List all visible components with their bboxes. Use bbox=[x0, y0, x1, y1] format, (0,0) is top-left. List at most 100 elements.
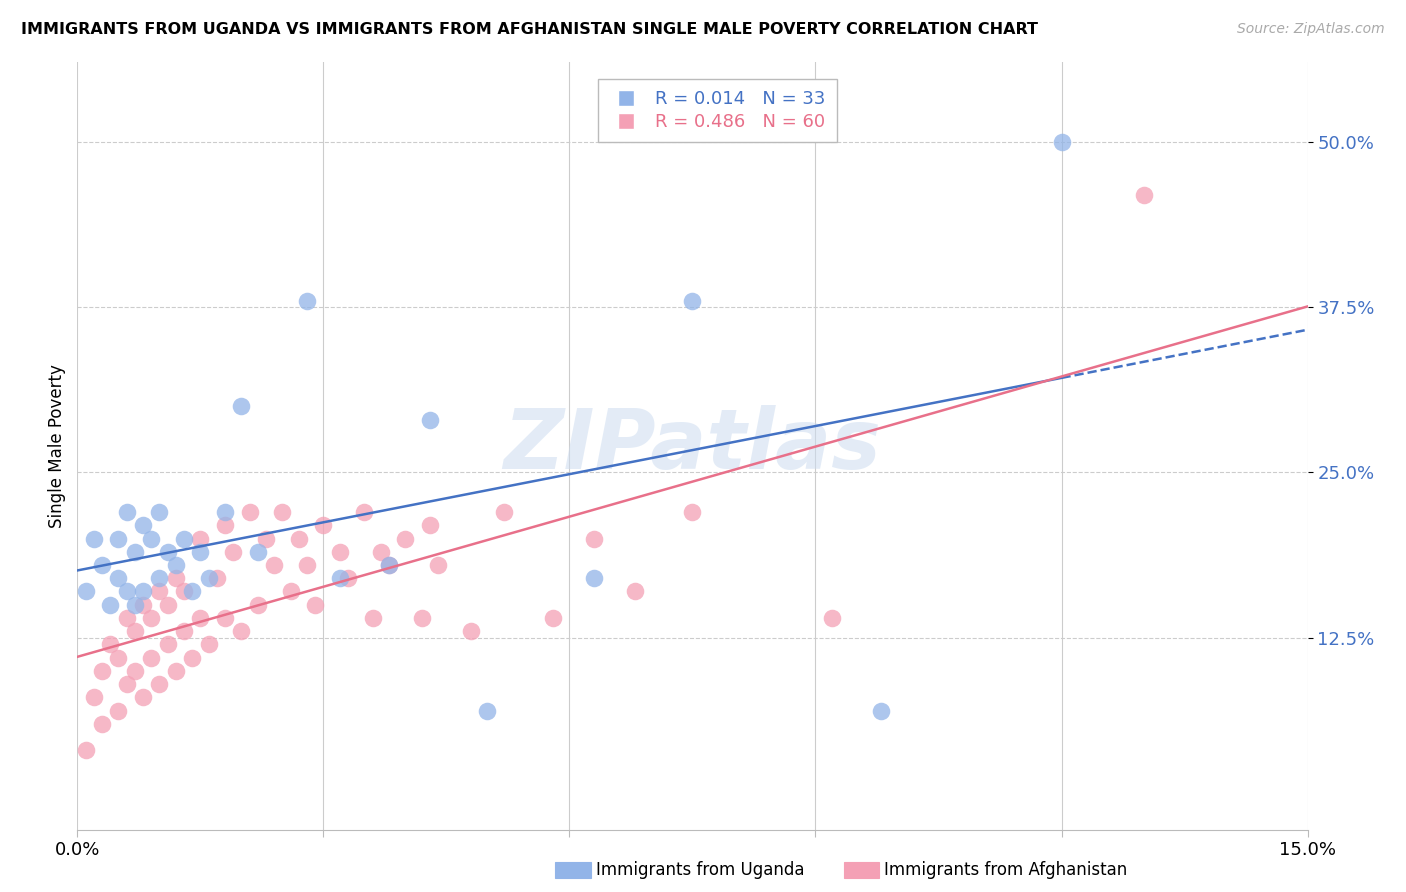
Point bbox=[361, 611, 384, 625]
Point bbox=[115, 584, 138, 599]
Point bbox=[214, 518, 236, 533]
Point bbox=[492, 505, 515, 519]
Point bbox=[173, 532, 195, 546]
Point bbox=[173, 584, 195, 599]
Point bbox=[181, 584, 204, 599]
Point bbox=[1050, 135, 1073, 149]
Legend: R = 0.014   N = 33, R = 0.486   N = 60: R = 0.014 N = 33, R = 0.486 N = 60 bbox=[598, 79, 837, 142]
Point bbox=[312, 518, 335, 533]
Point bbox=[124, 664, 146, 678]
Point bbox=[141, 611, 163, 625]
Point bbox=[246, 598, 269, 612]
Point bbox=[682, 505, 704, 519]
Point bbox=[115, 611, 138, 625]
Point bbox=[214, 611, 236, 625]
Point bbox=[173, 624, 195, 639]
Point bbox=[329, 571, 352, 585]
Point bbox=[394, 532, 416, 546]
Point bbox=[353, 505, 375, 519]
Point bbox=[583, 532, 606, 546]
Point bbox=[107, 650, 129, 665]
Point bbox=[156, 598, 179, 612]
Point bbox=[427, 558, 450, 572]
Point bbox=[411, 611, 433, 625]
Point bbox=[148, 505, 170, 519]
Text: IMMIGRANTS FROM UGANDA VS IMMIGRANTS FROM AFGHANISTAN SINGLE MALE POVERTY CORREL: IMMIGRANTS FROM UGANDA VS IMMIGRANTS FRO… bbox=[21, 22, 1038, 37]
Point bbox=[214, 505, 236, 519]
Point bbox=[156, 637, 179, 651]
Point bbox=[115, 505, 138, 519]
Point bbox=[98, 598, 121, 612]
Point bbox=[90, 558, 114, 572]
Point bbox=[141, 532, 163, 546]
Point bbox=[90, 664, 114, 678]
Point bbox=[254, 532, 277, 546]
Point bbox=[304, 598, 326, 612]
Point bbox=[75, 584, 97, 599]
Point bbox=[280, 584, 302, 599]
Point bbox=[124, 624, 146, 639]
Point bbox=[460, 624, 482, 639]
Point bbox=[378, 558, 401, 572]
Point bbox=[107, 532, 129, 546]
Point bbox=[231, 624, 253, 639]
Point bbox=[132, 690, 155, 705]
Point bbox=[295, 293, 318, 308]
Text: ZIPatlas: ZIPatlas bbox=[503, 406, 882, 486]
Point bbox=[246, 545, 269, 559]
Point bbox=[107, 704, 129, 718]
Point bbox=[188, 611, 212, 625]
Point bbox=[165, 571, 187, 585]
Point bbox=[477, 704, 499, 718]
Point bbox=[124, 598, 146, 612]
Point bbox=[583, 571, 606, 585]
Point bbox=[263, 558, 285, 572]
Point bbox=[231, 400, 253, 414]
Point bbox=[222, 545, 245, 559]
Text: Immigrants from Uganda: Immigrants from Uganda bbox=[596, 861, 804, 879]
Point bbox=[288, 532, 311, 546]
Point bbox=[271, 505, 294, 519]
Point bbox=[165, 664, 187, 678]
Point bbox=[141, 650, 163, 665]
Point bbox=[90, 716, 114, 731]
Point bbox=[83, 532, 105, 546]
Point bbox=[329, 545, 352, 559]
Point bbox=[337, 571, 360, 585]
Point bbox=[83, 690, 105, 705]
Point bbox=[148, 677, 170, 691]
Point bbox=[378, 558, 401, 572]
Point bbox=[821, 611, 844, 625]
Point bbox=[197, 571, 219, 585]
Point bbox=[188, 532, 212, 546]
Point bbox=[132, 598, 155, 612]
Point bbox=[75, 743, 97, 757]
Point bbox=[624, 584, 647, 599]
Point bbox=[1132, 187, 1154, 202]
Point bbox=[370, 545, 392, 559]
Point bbox=[295, 558, 318, 572]
Point bbox=[115, 677, 138, 691]
Point bbox=[98, 637, 121, 651]
Text: Source: ZipAtlas.com: Source: ZipAtlas.com bbox=[1237, 22, 1385, 37]
Point bbox=[148, 584, 170, 599]
Point bbox=[188, 545, 212, 559]
Point bbox=[205, 571, 228, 585]
Point bbox=[682, 293, 704, 308]
Point bbox=[181, 650, 204, 665]
Point bbox=[541, 611, 564, 625]
Point bbox=[870, 704, 893, 718]
Text: Immigrants from Afghanistan: Immigrants from Afghanistan bbox=[884, 861, 1128, 879]
Point bbox=[132, 584, 155, 599]
Point bbox=[419, 518, 441, 533]
Y-axis label: Single Male Poverty: Single Male Poverty bbox=[48, 364, 66, 528]
Point bbox=[239, 505, 262, 519]
Point bbox=[197, 637, 219, 651]
Point bbox=[124, 545, 146, 559]
Point bbox=[148, 571, 170, 585]
Point bbox=[419, 412, 441, 426]
Point bbox=[107, 571, 129, 585]
Point bbox=[132, 518, 155, 533]
Point bbox=[165, 558, 187, 572]
Point bbox=[156, 545, 179, 559]
